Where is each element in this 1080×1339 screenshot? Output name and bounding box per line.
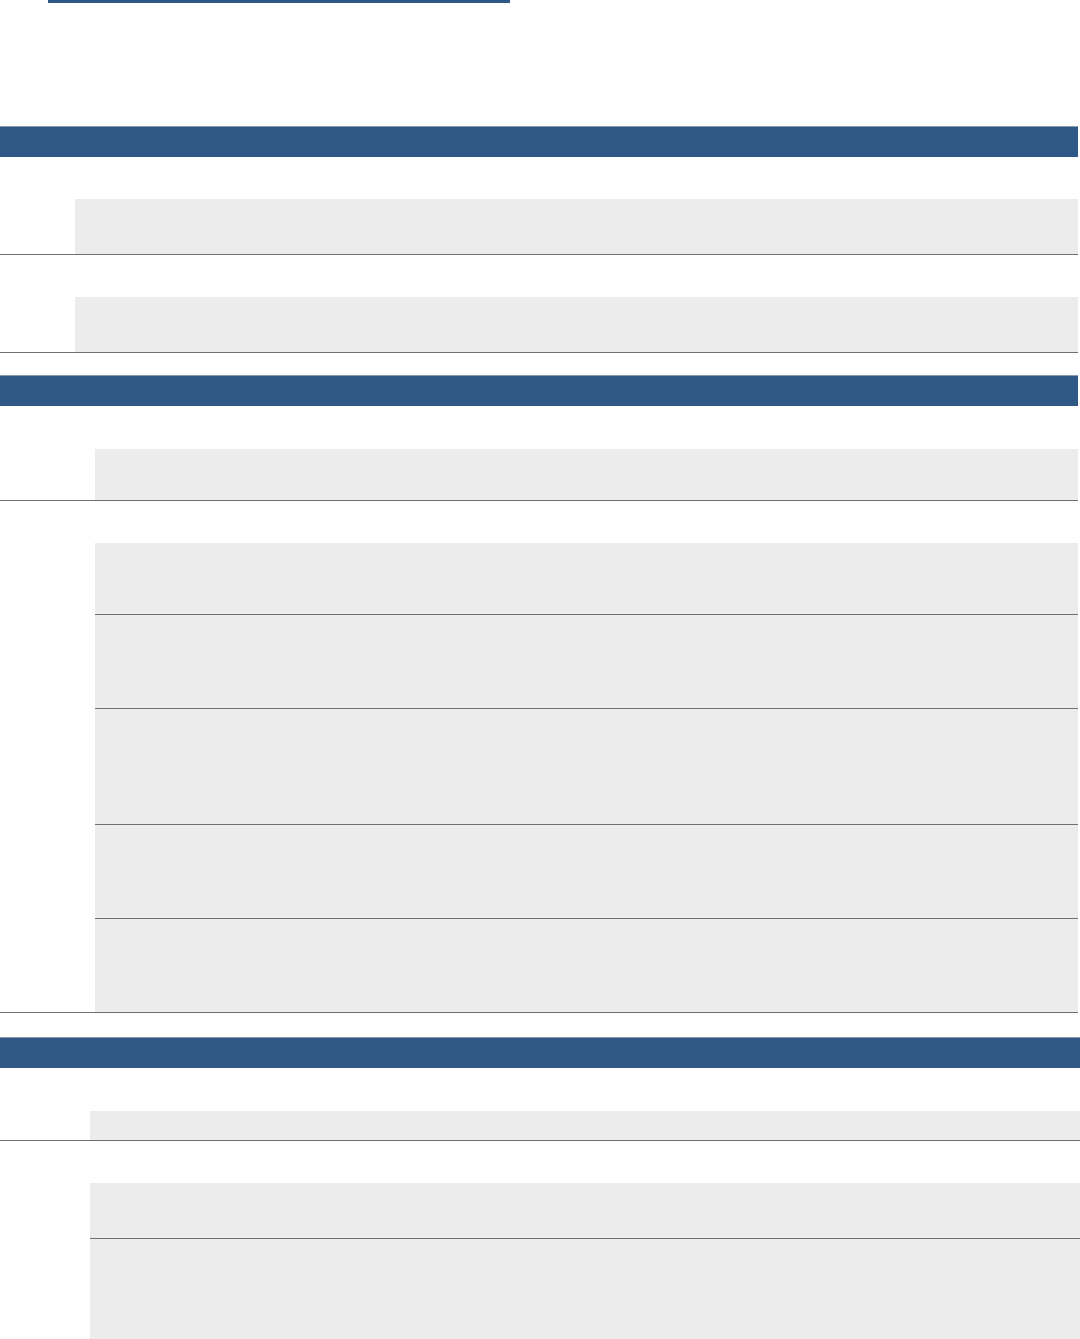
field-row bbox=[95, 615, 1078, 708]
divider bbox=[0, 1012, 1078, 1013]
section-header bbox=[0, 1037, 1080, 1068]
field-row bbox=[75, 199, 1078, 254]
field-row bbox=[90, 1239, 1080, 1339]
divider bbox=[90, 1238, 1080, 1239]
field-row bbox=[90, 1183, 1080, 1238]
field-row bbox=[95, 825, 1078, 918]
field-row bbox=[95, 543, 1078, 614]
divider bbox=[95, 824, 1078, 825]
divider bbox=[0, 254, 1078, 255]
divider bbox=[0, 352, 1078, 353]
field-row bbox=[90, 1111, 1080, 1140]
section-header bbox=[0, 375, 1078, 406]
divider bbox=[0, 500, 1078, 501]
divider bbox=[0, 1140, 1080, 1141]
field-row bbox=[95, 709, 1078, 824]
field-row bbox=[95, 449, 1078, 500]
field-row bbox=[75, 297, 1078, 352]
field-row bbox=[95, 919, 1078, 1012]
divider bbox=[95, 708, 1078, 709]
divider bbox=[95, 918, 1078, 919]
divider bbox=[95, 614, 1078, 615]
section-header bbox=[0, 126, 1078, 157]
title-underline bbox=[48, 0, 510, 3]
